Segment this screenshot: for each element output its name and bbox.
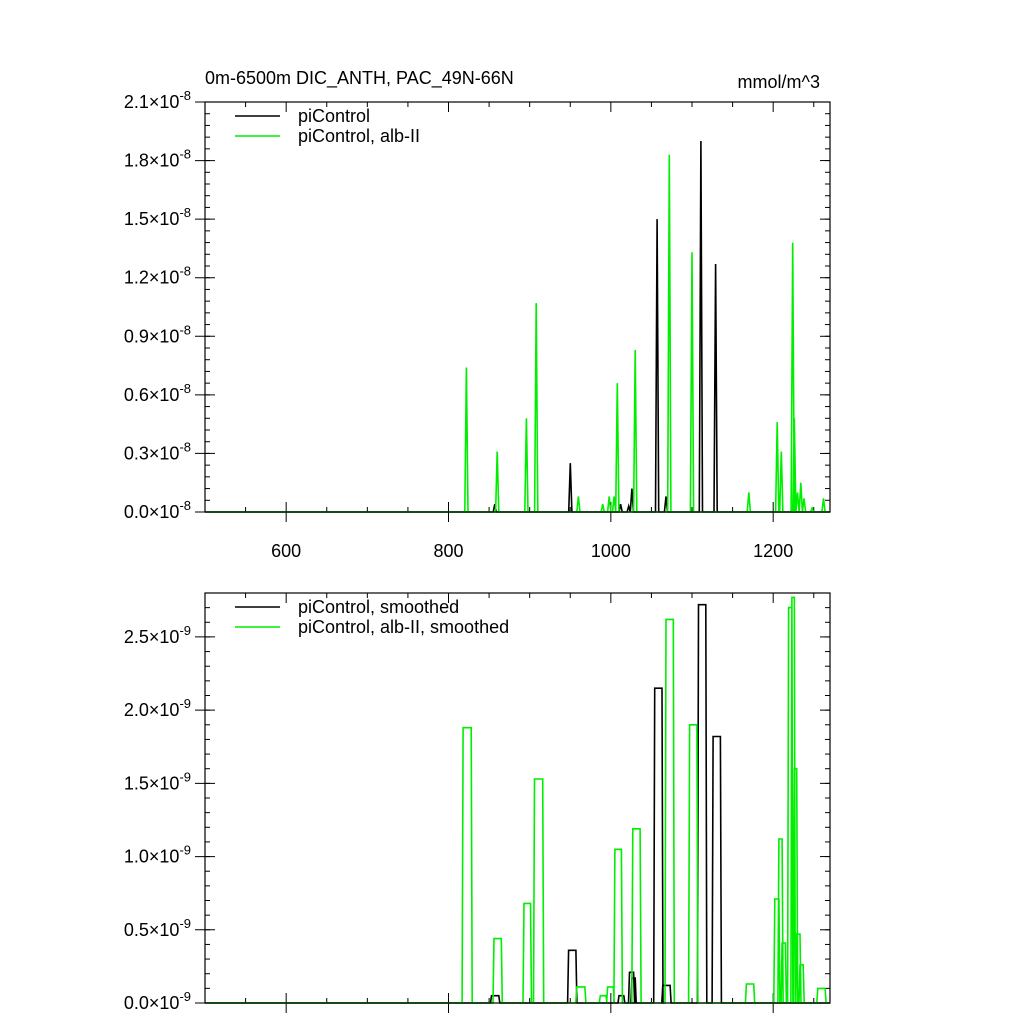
x-tick-label: 1200 <box>753 541 793 561</box>
y-tick-exponent: -8 <box>179 498 191 513</box>
top-plot-frame <box>204 101 831 513</box>
y-tick-label: 2.0×10-9 <box>124 696 191 720</box>
bottom-legend-label: piControl, smoothed <box>298 597 459 617</box>
y-tick-label: 2.1×10-8 <box>124 88 191 112</box>
y-tick-label: 0.0×10-9 <box>124 989 191 1013</box>
y-tick-exponent: -8 <box>179 439 191 454</box>
y-tick-exponent: -9 <box>179 623 191 638</box>
y-tick-exponent: -8 <box>179 381 191 396</box>
chart-title: 0m-6500m DIC_ANTH, PAC_49N-66N <box>205 68 514 89</box>
y-tick-label: 2.5×10-9 <box>124 623 191 647</box>
y-tick-label: 0.3×10-8 <box>124 439 191 463</box>
y-tick-exponent: -9 <box>179 843 191 858</box>
x-tick-label: 800 <box>433 541 463 561</box>
bottom-series-picontrol <box>205 603 830 1004</box>
bottom-legend-label: piControl, alb-II, smoothed <box>298 617 509 637</box>
y-tick-label: 1.8×10-8 <box>124 147 191 171</box>
top-series-picontrol <box>205 140 830 513</box>
y-tick-label: 1.5×10-8 <box>124 205 191 229</box>
y-tick-label: 0.6×10-8 <box>124 381 191 405</box>
top-series-alb-ii <box>205 154 830 513</box>
y-tick-exponent: -9 <box>179 769 191 784</box>
units-label: mmol/m^3 <box>738 72 820 92</box>
y-tick-exponent: -9 <box>179 916 191 931</box>
y-tick-label: 1.2×10-8 <box>124 264 191 288</box>
y-tick-label: 0.9×10-8 <box>124 322 191 346</box>
y-tick-exponent: -8 <box>179 205 191 220</box>
y-tick-exponent: -8 <box>179 88 191 103</box>
x-tick-label: 1000 <box>591 541 631 561</box>
bottom-plot-frame <box>204 592 831 1004</box>
y-tick-exponent: -8 <box>179 322 191 337</box>
y-tick-exponent: -9 <box>179 696 191 711</box>
y-tick-exponent: -8 <box>179 147 191 162</box>
y-tick-label: 0.5×10-9 <box>124 916 191 940</box>
x-tick-label: 600 <box>271 541 301 561</box>
y-tick-label: 1.0×10-9 <box>124 843 191 867</box>
top-panel: 600 800 1000 1200 0.0×10-8 0.3×10-8 0.6×10-8 0.… <box>124 88 831 561</box>
top-legend-label: piControl <box>298 106 370 126</box>
y-tick-exponent: -8 <box>179 264 191 279</box>
y-tick-exponent: -9 <box>179 989 191 1004</box>
y-tick-label: 0.0×10-8 <box>124 498 191 522</box>
y-tick-label: 1.5×10-9 <box>124 769 191 793</box>
top-legend-label: piControl, alb-II <box>298 126 420 146</box>
bottom-panel: 0.0×10-9 0.5×10-9 1.0×10-9 1.5×10-9 2.0×10-9… <box>124 592 831 1013</box>
bottom-series-alb-ii <box>205 596 830 1004</box>
